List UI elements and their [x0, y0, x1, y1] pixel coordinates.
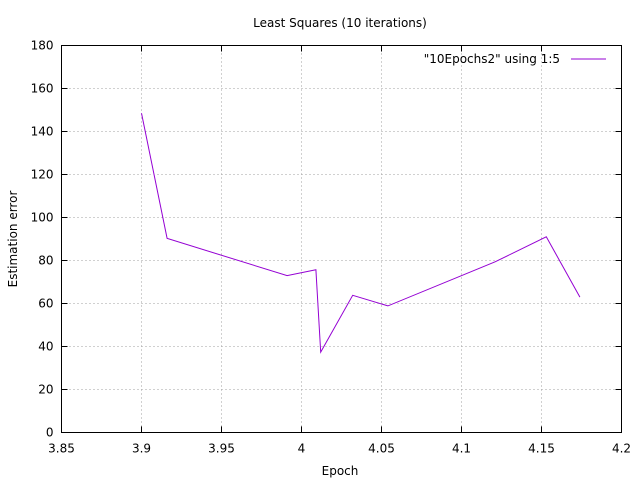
y-tick-label: 140	[31, 125, 54, 139]
x-tick-label: 4.05	[368, 442, 395, 456]
legend-label: "10Epochs2" using 1:5	[424, 52, 560, 66]
y-tick-label: 80	[38, 254, 53, 268]
y-axis-label: Estimation error	[6, 191, 20, 288]
y-tick-label: 120	[31, 168, 54, 182]
plot-frame	[61, 45, 622, 433]
axis-ticks: 0 20 40 60 80 100 120 140 160 180 3.85 3.9 3.95 4 4.05…	[31, 39, 631, 456]
y-tick-label: 60	[38, 297, 53, 311]
legend: "10Epochs2" using 1:5	[424, 52, 606, 66]
grid-lines	[61, 45, 622, 433]
x-tick-label: 4.2	[612, 442, 631, 456]
y-tick-label: 0	[46, 426, 54, 440]
y-tick-label: 40	[38, 340, 53, 354]
chart-title: Least Squares (10 iterations)	[253, 16, 427, 30]
x-tick-label: 3.9	[132, 442, 151, 456]
y-tick-label: 180	[31, 39, 54, 53]
x-tick-label: 3.95	[208, 442, 235, 456]
x-tick-label: 4.15	[528, 442, 555, 456]
x-tick-label: 4	[298, 442, 306, 456]
series-layer	[141, 113, 581, 354]
y-tick-label: 160	[31, 82, 54, 96]
y-tick-label: 20	[38, 383, 53, 397]
x-tick-label: 4.1	[452, 442, 471, 456]
x-tick-label: 3.85	[48, 442, 75, 456]
x-axis-label: Epoch	[322, 464, 359, 478]
y-tick-label: 100	[31, 211, 54, 225]
series-line	[141, 113, 581, 354]
